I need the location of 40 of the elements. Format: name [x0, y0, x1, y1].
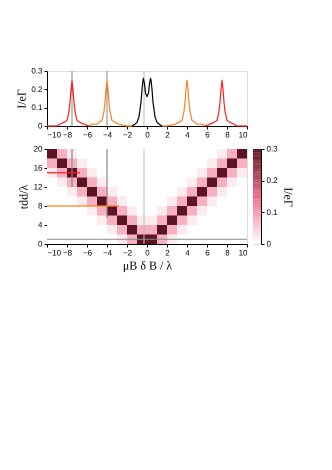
x-tick-label: −4: [102, 130, 113, 140]
x-tick-label: −2: [122, 130, 133, 140]
x-axis-title: μB δ B / λ: [122, 258, 172, 272]
y-axis-title: I/eΓ: [14, 89, 28, 109]
x-tick-label: 4: [185, 248, 190, 258]
x-tick-label: −10: [48, 248, 62, 258]
x-tick-label: −10: [48, 130, 62, 140]
y-tick-label: 4: [38, 220, 44, 230]
x-tick-label: 0: [145, 130, 150, 140]
x-tick-label: −8: [62, 130, 73, 140]
y-tick-label: 20: [34, 144, 44, 154]
x-tick-label: −2: [122, 248, 133, 258]
color-bar-label: 0.1: [266, 208, 278, 217]
color-bar-label: 0.2: [266, 176, 278, 186]
x-tick-label: 2: [165, 248, 170, 258]
x-tick-label: 0: [145, 248, 150, 258]
color-bar-label: 0: [266, 240, 272, 248]
y-tick-label: 0.3: [31, 66, 44, 76]
x-tick-label: −6: [82, 130, 93, 140]
x-tick-label: 4: [185, 130, 190, 140]
x-tick-label: 8: [225, 130, 230, 140]
y-tick-label: 8: [38, 202, 44, 210]
x-tick-label: −4: [102, 248, 113, 258]
y-tick-label: 0.2: [31, 84, 44, 94]
y-tick-label: 16: [34, 164, 44, 172]
x-tick-label: 6: [205, 130, 210, 140]
x-tick-label: 2: [165, 130, 170, 140]
color-bar-title: I/eΓ: [282, 187, 296, 207]
y-tick-label: 0.1: [31, 103, 44, 112]
x-tick-label: −8: [62, 248, 73, 258]
x-tick-label: −6: [82, 248, 93, 258]
x-tick-label: 6: [205, 248, 210, 258]
x-tick-label: 10: [238, 130, 248, 140]
y-tick-label: 0: [38, 240, 44, 248]
color-bar-label: 0.3: [266, 144, 278, 154]
y-axis-title: tdd/λ: [16, 184, 31, 210]
y-tick-label: 12: [34, 182, 44, 192]
y-tick-label: 0: [38, 122, 44, 130]
x-tick-label: 8: [225, 248, 230, 258]
x-tick-label: 10: [238, 248, 248, 258]
